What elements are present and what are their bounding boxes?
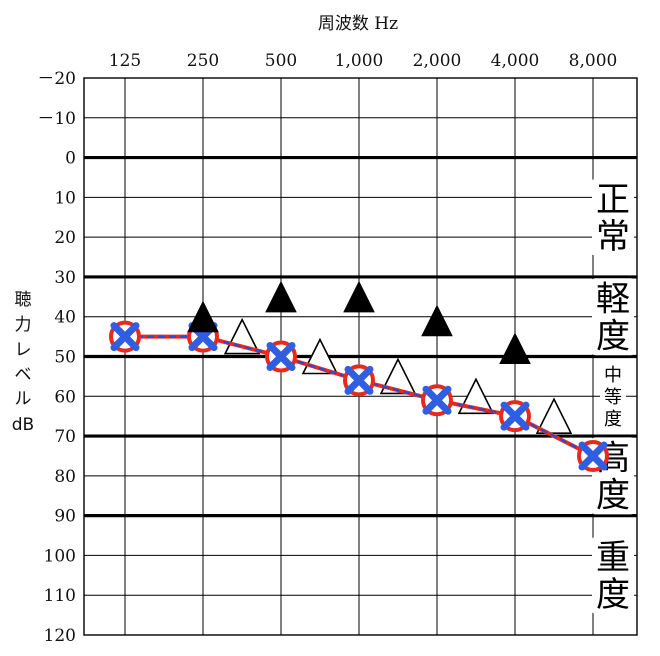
y-tick-label: 10	[54, 188, 76, 208]
cross-point	[266, 342, 296, 371]
x-tick-label: 500	[265, 51, 297, 71]
y-tick-label: 0	[65, 149, 76, 169]
y-tick-label: 100	[44, 546, 76, 566]
band-label-backdrop	[600, 362, 626, 431]
cross-point	[422, 385, 452, 415]
cross-point	[110, 322, 140, 352]
x-tick-label: 1,000	[335, 51, 384, 71]
x-tick-label: 250	[187, 51, 219, 71]
y-tick-label: 40	[54, 308, 76, 328]
y-tick-label: 20	[54, 228, 76, 248]
y-tick-label: 30	[54, 268, 76, 288]
filled-triangle-point	[187, 300, 219, 333]
open-triangle-point	[535, 397, 573, 434]
open-triangle-point	[379, 357, 417, 395]
y-tick-labels: －20 －10 0 10 20 30 40 50 60 70 80 90 100 110 120	[37, 69, 76, 646]
y-tick-label: 90	[54, 507, 76, 527]
x-tick-labels: 125 250 500 1,000 2,000 4,000 8,000	[109, 51, 618, 71]
filled-triangle-point	[499, 332, 531, 365]
band-label-char: 常	[596, 217, 630, 257]
cross-point	[500, 401, 530, 431]
band-label-char: 度	[596, 476, 630, 516]
y-tick-label: 60	[54, 387, 76, 407]
band-label-char: 中	[604, 365, 622, 386]
band-label-char: 度	[604, 409, 622, 430]
x-tick-label: 4,000	[491, 51, 540, 71]
y-axis-label-char: 力	[15, 315, 32, 335]
y-axis-label-char: レ	[15, 340, 32, 360]
band-label-backdrop	[592, 536, 634, 614]
y-axis-label-char: dB	[12, 415, 34, 435]
chart-title: 周波数 Hz	[318, 14, 398, 34]
band-label-backdrop	[592, 178, 634, 256]
y-tick-label: 50	[54, 348, 76, 368]
y-axis-label-char: ベ	[15, 365, 32, 385]
y-tick-label: －20	[37, 69, 76, 89]
y-tick-label: 70	[54, 427, 76, 447]
chart-series	[109, 280, 609, 472]
band-label-char: 軽	[596, 279, 630, 319]
y-tick-label: 120	[44, 626, 76, 646]
y-tick-label: －10	[37, 109, 76, 129]
band-label-char: 正	[596, 180, 630, 220]
band-label-char: 重	[596, 538, 630, 578]
filled-triangle-point	[421, 304, 453, 337]
plot-frame	[83, 77, 638, 636]
band-label-backdrop	[592, 278, 634, 356]
band-label-char: 度	[596, 575, 630, 615]
y-tick-label: 110	[44, 586, 76, 606]
y-axis-label-char: ル	[15, 389, 32, 409]
filled-triangle-point	[265, 280, 297, 313]
x-tick-label: 125	[109, 51, 141, 71]
cross-point	[344, 365, 374, 395]
cross-point	[578, 441, 608, 471]
y-axis-label-char: 聴	[15, 290, 32, 310]
x-tick-label: 8,000	[569, 51, 618, 71]
y-tick-label: 80	[54, 467, 76, 487]
band-label-char: 度	[596, 316, 630, 356]
band-label-char: 等	[604, 387, 622, 408]
filled-triangle-point	[343, 280, 375, 313]
x-tick-label: 2,000	[413, 51, 462, 71]
